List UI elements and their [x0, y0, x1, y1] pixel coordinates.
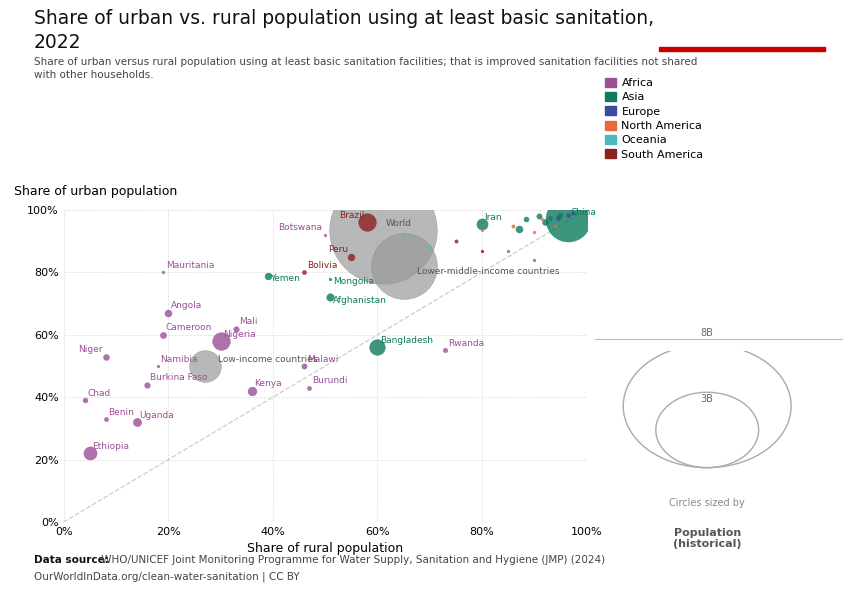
Point: [83, 449, 97, 458]
Point: [151, 361, 165, 371]
Point: [561, 215, 575, 224]
Text: 3B: 3B: [700, 394, 714, 404]
Point: [449, 236, 462, 246]
Point: [397, 230, 411, 240]
Text: Benin: Benin: [108, 407, 134, 416]
Text: Namibia: Namibia: [161, 355, 198, 364]
Point: [298, 361, 311, 371]
Point: [156, 330, 170, 340]
Point: [536, 215, 549, 224]
Point: [475, 219, 489, 229]
Text: Bangladesh: Bangladesh: [380, 336, 433, 345]
Text: Peru: Peru: [328, 245, 348, 254]
Text: Botswana: Botswana: [279, 223, 322, 232]
Point: [553, 210, 567, 220]
Text: Niger: Niger: [78, 345, 103, 354]
Text: Cameroon: Cameroon: [166, 323, 212, 332]
Text: Share of urban versus rural population using at least basic sanitation facilitie: Share of urban versus rural population u…: [34, 57, 697, 80]
Text: Share of urban vs. rural population using at least basic sanitation,: Share of urban vs. rural population usin…: [34, 9, 654, 28]
Point: [162, 308, 175, 318]
Point: [298, 268, 311, 277]
Text: Yemen: Yemen: [270, 274, 300, 283]
Text: Bolivia: Bolivia: [307, 261, 337, 270]
Text: Iran: Iran: [484, 212, 502, 221]
Point: [198, 361, 212, 371]
Point: [130, 418, 144, 427]
Point: [519, 215, 533, 224]
Point: [376, 226, 389, 235]
Point: [507, 221, 520, 230]
Text: WHO/UNICEF Joint Monitoring Programme for Water Supply, Sanitation and Hygiene (: WHO/UNICEF Joint Monitoring Programme fo…: [98, 555, 605, 565]
Text: Burkina Faso: Burkina Faso: [150, 373, 207, 382]
Point: [230, 324, 243, 334]
Point: [548, 221, 562, 230]
Point: [324, 274, 337, 283]
Point: [324, 293, 337, 302]
Point: [213, 336, 227, 346]
Text: Our World: Our World: [710, 19, 774, 29]
Text: Angola: Angola: [171, 301, 202, 310]
Text: Share of urban population: Share of urban population: [14, 185, 178, 197]
Point: [527, 255, 541, 265]
Text: Data source:: Data source:: [34, 555, 109, 565]
Point: [78, 395, 92, 405]
Point: [397, 262, 411, 271]
Text: Burundi: Burundi: [312, 376, 348, 385]
Point: [439, 346, 452, 355]
Point: [502, 246, 515, 256]
Text: Ethiopia: Ethiopia: [93, 442, 129, 451]
Point: [512, 224, 525, 233]
Text: Rwanda: Rwanda: [448, 339, 484, 348]
Text: Kenya: Kenya: [254, 379, 282, 388]
Text: Mongolia: Mongolia: [333, 277, 374, 286]
Point: [99, 414, 112, 424]
Point: [261, 271, 275, 280]
Text: in Data: in Data: [719, 37, 764, 47]
Point: [567, 208, 581, 218]
Point: [561, 210, 575, 220]
Legend: Africa, Asia, Europe, North America, Oceania, South America: Africa, Asia, Europe, North America, Oce…: [605, 77, 704, 160]
Text: Mali: Mali: [239, 317, 258, 326]
Text: Lower-middle-income countries: Lower-middle-income countries: [416, 266, 559, 275]
Bar: [659, 46, 824, 51]
Text: OurWorldInData.org/clean-water-sanitation | CC BY: OurWorldInData.org/clean-water-sanitatio…: [34, 571, 299, 582]
Point: [543, 213, 557, 223]
Point: [527, 227, 541, 236]
Text: Chad: Chad: [88, 389, 110, 398]
Text: Uganda: Uganda: [139, 410, 174, 419]
Point: [140, 380, 154, 389]
Text: China: China: [571, 208, 597, 217]
Text: Mauritania: Mauritania: [166, 261, 214, 270]
Point: [422, 242, 437, 252]
Text: World: World: [385, 219, 411, 228]
Text: Population
(historical): Population (historical): [673, 527, 741, 549]
Text: Afghanistan: Afghanistan: [333, 296, 387, 305]
Point: [360, 218, 374, 227]
Point: [475, 226, 489, 235]
Point: [533, 211, 547, 221]
Point: [344, 252, 358, 262]
Point: [156, 268, 170, 277]
X-axis label: Share of rural population: Share of rural population: [247, 542, 403, 556]
Text: Low-income countries: Low-income countries: [218, 355, 317, 364]
Text: Nigeria: Nigeria: [224, 329, 256, 338]
Text: Circles sized by: Circles sized by: [669, 498, 745, 508]
Point: [303, 383, 316, 392]
Text: 8B: 8B: [700, 328, 714, 338]
Point: [538, 218, 552, 227]
Point: [99, 352, 112, 361]
Point: [475, 246, 489, 256]
Text: 2022: 2022: [34, 33, 82, 52]
Text: Malawi: Malawi: [307, 355, 338, 364]
Point: [551, 213, 564, 223]
Point: [245, 386, 258, 396]
Text: Brazil: Brazil: [339, 211, 365, 220]
Point: [318, 230, 332, 240]
Point: [371, 343, 384, 352]
